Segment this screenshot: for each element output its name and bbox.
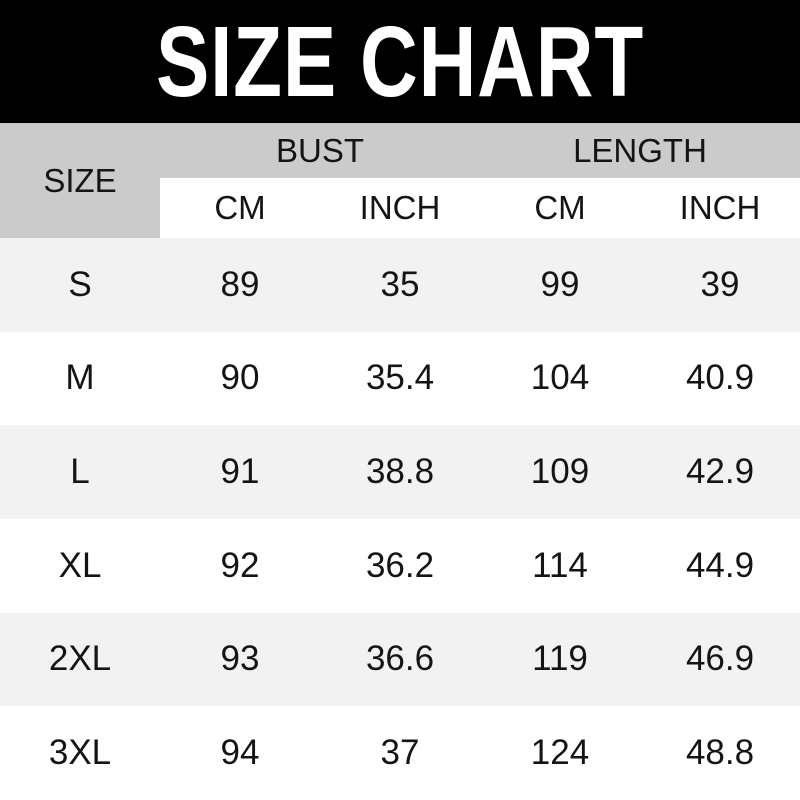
value-cell: 42.9: [640, 425, 800, 519]
unit-header-row: CM INCH CM INCH: [0, 178, 800, 238]
value-cell: 124: [480, 706, 640, 800]
title-banner: SIZE CHART: [0, 0, 800, 123]
value-cell: 114: [480, 518, 640, 613]
table-row-2xl: 2XL 93 36.6 119 46.9: [0, 612, 800, 707]
column-header-bust-cm: CM: [160, 178, 320, 238]
table-row-3xl: 3XL 94 37 124 48.8: [0, 706, 800, 800]
group-header-row: SIZE BUST LENGTH: [0, 123, 800, 238]
column-header-length-cm: CM: [480, 178, 640, 238]
size-cell: 3XL: [0, 706, 160, 800]
value-cell: 37: [320, 706, 480, 800]
table-header: SIZE BUST LENGTH CM INCH CM INCH: [0, 123, 800, 238]
value-cell: 89: [160, 238, 320, 332]
size-cell: S: [0, 238, 160, 332]
value-cell: 38.8: [320, 425, 480, 519]
value-cell: 119: [480, 612, 640, 707]
value-cell: 46.9: [640, 612, 800, 707]
table-body: S 89 35 99 39 M 90 35.4 104 40.9 L 91 38…: [0, 238, 800, 800]
size-cell: XL: [0, 518, 160, 613]
value-cell: 91: [160, 425, 320, 519]
value-cell: 39: [640, 238, 800, 332]
column-header-bust: BUST: [160, 123, 480, 178]
value-cell: 93: [160, 612, 320, 707]
value-cell: 40.9: [640, 331, 800, 426]
value-cell: 92: [160, 518, 320, 613]
column-header-bust-inch: INCH: [320, 178, 480, 238]
value-cell: 35.4: [320, 331, 480, 426]
table-row-s: S 89 35 99 39: [0, 238, 800, 332]
value-cell: 36.6: [320, 612, 480, 707]
table-row-m: M 90 35.4 104 40.9: [0, 331, 800, 426]
size-chart-table: SIZE BUST LENGTH CM INCH CM INCH S 89 35…: [0, 123, 800, 800]
value-cell: 99: [480, 238, 640, 332]
size-cell: L: [0, 425, 160, 519]
column-header-length: LENGTH: [480, 123, 800, 178]
value-cell: 104: [480, 331, 640, 426]
value-cell: 90: [160, 331, 320, 426]
value-cell: 36.2: [320, 518, 480, 613]
value-cell: 48.8: [640, 706, 800, 800]
size-cell: 2XL: [0, 612, 160, 707]
value-cell: 109: [480, 425, 640, 519]
value-cell: 94: [160, 706, 320, 800]
value-cell: 44.9: [640, 518, 800, 613]
size-cell: M: [0, 331, 160, 426]
column-header-length-inch: INCH: [640, 178, 800, 238]
value-cell: 35: [320, 238, 480, 332]
page-title: SIZE CHART: [156, 5, 644, 118]
column-header-size: SIZE: [0, 123, 160, 238]
table-row-xl: XL 92 36.2 114 44.9: [0, 518, 800, 613]
table-row-l: L 91 38.8 109 42.9: [0, 425, 800, 519]
